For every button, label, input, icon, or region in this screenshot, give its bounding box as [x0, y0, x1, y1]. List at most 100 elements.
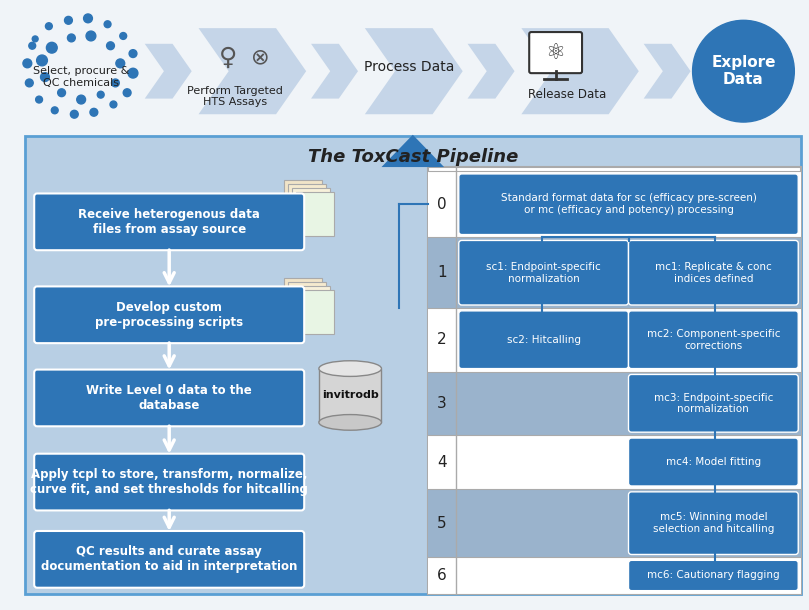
Circle shape	[112, 79, 119, 87]
Text: ⊗: ⊗	[251, 48, 269, 68]
Circle shape	[104, 21, 111, 27]
Polygon shape	[382, 135, 444, 167]
Circle shape	[29, 42, 36, 49]
Circle shape	[693, 20, 794, 122]
FancyBboxPatch shape	[429, 237, 801, 308]
FancyBboxPatch shape	[288, 282, 326, 326]
FancyBboxPatch shape	[629, 438, 798, 486]
Circle shape	[45, 23, 53, 30]
Circle shape	[128, 68, 138, 78]
Circle shape	[25, 79, 33, 87]
FancyBboxPatch shape	[292, 188, 330, 232]
Text: 1: 1	[438, 265, 447, 280]
Polygon shape	[468, 44, 515, 99]
Circle shape	[65, 16, 72, 24]
Circle shape	[116, 59, 125, 68]
Text: 0: 0	[438, 197, 447, 212]
Text: 6: 6	[438, 568, 447, 583]
FancyBboxPatch shape	[34, 531, 304, 587]
Text: mc6: Cautionary flagging: mc6: Cautionary flagging	[647, 570, 780, 581]
Circle shape	[129, 49, 137, 57]
Circle shape	[107, 42, 114, 49]
Polygon shape	[365, 28, 463, 114]
Text: QC results and curate assay
documentation to aid in interpretation: QC results and curate assay documentatio…	[41, 545, 298, 573]
FancyBboxPatch shape	[629, 492, 798, 554]
Text: Release Data: Release Data	[528, 88, 607, 101]
Circle shape	[51, 107, 58, 113]
FancyBboxPatch shape	[459, 240, 629, 305]
FancyBboxPatch shape	[292, 286, 330, 330]
Text: Develop custom
pre-processing scripts: Develop custom pre-processing scripts	[95, 301, 244, 329]
FancyBboxPatch shape	[296, 192, 334, 236]
FancyBboxPatch shape	[429, 489, 801, 558]
Text: Process Data: Process Data	[364, 60, 454, 74]
FancyBboxPatch shape	[629, 561, 798, 590]
Circle shape	[123, 89, 131, 96]
Polygon shape	[311, 44, 358, 99]
Text: Explore
Data: Explore Data	[711, 55, 776, 87]
FancyBboxPatch shape	[629, 375, 798, 432]
FancyBboxPatch shape	[429, 435, 801, 489]
Text: 4: 4	[438, 454, 447, 470]
Circle shape	[97, 92, 104, 98]
Circle shape	[120, 32, 127, 40]
Polygon shape	[145, 44, 192, 99]
Text: sc1: Endpoint-specific
normalization: sc1: Endpoint-specific normalization	[486, 262, 601, 284]
FancyBboxPatch shape	[459, 174, 798, 235]
Text: invitrodb: invitrodb	[322, 390, 379, 401]
Circle shape	[77, 95, 86, 104]
Circle shape	[90, 109, 98, 116]
FancyBboxPatch shape	[529, 32, 582, 73]
FancyBboxPatch shape	[319, 368, 382, 422]
Text: The ToxCast Pipeline: The ToxCast Pipeline	[307, 148, 518, 167]
Circle shape	[36, 55, 48, 66]
FancyBboxPatch shape	[459, 311, 629, 368]
Text: 5: 5	[438, 515, 447, 531]
Polygon shape	[521, 28, 639, 114]
FancyBboxPatch shape	[284, 181, 322, 224]
Text: mc2: Component-specific
corrections: mc2: Component-specific corrections	[646, 329, 780, 351]
Circle shape	[110, 101, 116, 108]
Text: 3: 3	[438, 396, 447, 411]
Text: mc5: Winning model
selection and hitcalling: mc5: Winning model selection and hitcall…	[653, 512, 774, 534]
Text: mc4: Model fitting: mc4: Model fitting	[666, 457, 761, 467]
Ellipse shape	[319, 361, 382, 376]
FancyBboxPatch shape	[429, 371, 801, 435]
Circle shape	[83, 14, 92, 23]
FancyBboxPatch shape	[296, 290, 334, 334]
Circle shape	[40, 73, 49, 82]
FancyBboxPatch shape	[284, 278, 322, 322]
Polygon shape	[198, 28, 306, 114]
FancyBboxPatch shape	[429, 167, 801, 594]
Text: mc1: Replicate & conc
indices defined: mc1: Replicate & conc indices defined	[655, 262, 772, 284]
Text: sc2: Hitcalling: sc2: Hitcalling	[506, 335, 581, 345]
Circle shape	[36, 96, 43, 103]
Text: Receive heterogenous data
files from assay source: Receive heterogenous data files from ass…	[78, 208, 260, 236]
Circle shape	[46, 42, 57, 53]
FancyBboxPatch shape	[429, 558, 801, 594]
Ellipse shape	[319, 415, 382, 430]
FancyBboxPatch shape	[34, 287, 304, 343]
Circle shape	[86, 31, 95, 41]
Polygon shape	[644, 44, 691, 99]
FancyBboxPatch shape	[429, 171, 801, 237]
Circle shape	[57, 89, 66, 96]
Text: Apply tcpl to store, transform, normalize,
curve fit, and set thresholds for hit: Apply tcpl to store, transform, normaliz…	[30, 468, 308, 496]
FancyBboxPatch shape	[25, 136, 801, 594]
Circle shape	[67, 34, 75, 42]
Circle shape	[70, 110, 78, 118]
Text: ⚛: ⚛	[545, 43, 565, 63]
Text: ♀: ♀	[218, 46, 237, 70]
Text: Write Level 0 data to the
database: Write Level 0 data to the database	[87, 384, 252, 412]
FancyBboxPatch shape	[34, 370, 304, 426]
Text: Standard format data for sc (efficacy pre-screen)
or mc (efficacy and potency) p: Standard format data for sc (efficacy pr…	[501, 193, 756, 215]
FancyBboxPatch shape	[629, 311, 798, 368]
Text: Select, procure &
QC chemicals: Select, procure & QC chemicals	[33, 66, 129, 88]
FancyBboxPatch shape	[429, 308, 801, 371]
Text: mc3: Endpoint-specific
normalization: mc3: Endpoint-specific normalization	[654, 392, 773, 414]
FancyBboxPatch shape	[34, 454, 304, 511]
FancyBboxPatch shape	[34, 193, 304, 250]
Circle shape	[32, 36, 38, 42]
FancyBboxPatch shape	[288, 184, 326, 228]
Circle shape	[23, 59, 32, 68]
